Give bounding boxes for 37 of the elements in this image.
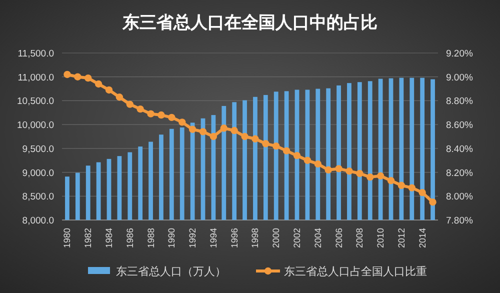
x-tick-label: 1990 [166, 228, 177, 248]
x-tick-label: 2014 [417, 228, 428, 248]
y-tick-label: 10,000.0 [17, 120, 54, 132]
y2-tick-label: 8.60% [446, 120, 474, 132]
x-tick-label: 2010 [376, 228, 386, 248]
y2-tick-label: 7.80% [446, 216, 474, 226]
x-tick-label: 2004 [312, 228, 323, 248]
x-tick-label: 1992 [188, 228, 198, 248]
y2-tick-label: 8.20% [446, 168, 474, 179]
x-tick-label: 2002 [292, 228, 302, 248]
x-tick-label: 2008 [354, 228, 365, 248]
y-tick-label: 10,500.0 [17, 96, 54, 108]
x-tick-label: 1998 [250, 228, 260, 248]
x-tick-label: 1994 [208, 228, 218, 248]
y2-tick-label: 8.00% [446, 192, 474, 203]
y-tick-label: 11,000.0 [18, 72, 54, 84]
y-tick-label: 9,500.0 [22, 144, 54, 155]
y2-tick-label: 8.40% [446, 144, 474, 155]
x-tick-label: 1984 [104, 228, 114, 248]
legend-label: 东三省总人口（万人） [116, 265, 226, 278]
x-tick-label: 1988 [146, 228, 156, 248]
y-tick-label: 8,500.0 [22, 192, 54, 203]
x-tick-label: 2006 [334, 228, 344, 248]
legend-label: 东三省总人口占全国人口比重 [284, 265, 427, 278]
y-tick-label: 9,000.0 [22, 168, 54, 179]
y2-tick-label: 9.00% [446, 72, 474, 84]
x-tick-label: 1986 [124, 228, 135, 248]
x-tick-label: 1996 [229, 228, 240, 248]
x-tick-label: 1982 [83, 228, 94, 248]
x-tick-label: 2012 [396, 228, 406, 248]
y-tick-label: 8,000.0 [22, 216, 54, 226]
y-tick-label: 11,500.0 [18, 48, 54, 60]
x-tick-label: 2000 [271, 228, 282, 248]
y2-tick-label: 8.80% [446, 96, 474, 108]
y2-tick-label: 9.20% [446, 48, 474, 60]
x-tick-label: 1980 [62, 228, 72, 248]
chart-title: 东三省总人口在全国人口中的占比 [122, 13, 378, 32]
